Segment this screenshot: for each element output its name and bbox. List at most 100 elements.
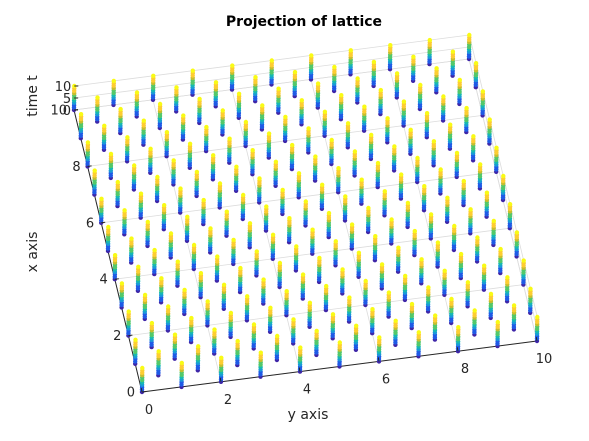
lattice-point — [345, 121, 351, 126]
lattice-point — [386, 290, 392, 295]
lattice-point — [221, 282, 227, 287]
y-tick-mark — [140, 387, 143, 393]
lattice-point — [287, 216, 292, 221]
lattice-point — [204, 124, 209, 130]
lattice-point — [238, 265, 243, 271]
lattice-point — [251, 322, 257, 327]
chart-title: Projection of lattice — [226, 14, 382, 30]
lattice-point — [269, 58, 274, 63]
lattice-point — [428, 212, 434, 217]
y-tick-label: 6 — [382, 372, 390, 387]
lattice-point — [231, 237, 236, 243]
lattice-point — [494, 145, 499, 150]
x-tick-mark — [101, 221, 106, 224]
lattice-point — [315, 81, 321, 86]
lattice-point — [228, 310, 234, 316]
lattice-point — [431, 139, 437, 144]
lattice-point — [401, 99, 407, 104]
lattice-point — [349, 222, 355, 227]
lattice-point — [189, 315, 194, 321]
lattice-point — [133, 337, 138, 342]
lattice-point — [422, 184, 427, 189]
lattice-point — [283, 114, 288, 120]
x-tick-mark — [114, 278, 119, 280]
lattice-point — [175, 259, 180, 264]
lattice-point — [211, 153, 216, 158]
lattice-point — [276, 86, 281, 91]
lattice-point — [277, 260, 283, 266]
lattice-point — [471, 134, 476, 139]
y-tick-mark — [298, 367, 301, 372]
lattice-point — [106, 224, 111, 230]
lattice-point — [235, 338, 240, 344]
lattice-point — [273, 159, 279, 164]
lattice-point — [480, 89, 486, 94]
lattice-point — [149, 320, 155, 326]
lattice-point — [359, 177, 364, 182]
lattice-point — [243, 119, 249, 125]
lattice-point — [416, 330, 421, 335]
lattice-point — [385, 116, 390, 121]
lattice-point — [405, 200, 411, 206]
lattice-point — [181, 113, 186, 118]
lattice-point — [220, 108, 225, 113]
lattice-point — [448, 122, 453, 127]
lattice-point — [306, 126, 311, 131]
lattice-point — [332, 64, 337, 70]
z-tick-label: 10 — [55, 80, 72, 95]
lattice-point — [241, 192, 246, 198]
lattice-point — [427, 37, 432, 43]
lattice-point — [78, 112, 84, 117]
x-tick-label: 6 — [86, 216, 94, 231]
lattice-point — [179, 360, 184, 366]
lattice-point — [507, 202, 513, 207]
lattice-point — [224, 209, 229, 214]
lattice-point — [270, 232, 276, 237]
lattice-point — [260, 103, 265, 108]
lattice-point — [348, 48, 353, 53]
lattice-point — [505, 275, 510, 280]
x-tick-mark — [87, 165, 92, 167]
y-tick-mark — [456, 347, 459, 352]
lattice-point — [292, 69, 298, 75]
lattice-point — [488, 291, 494, 297]
lattice-point — [330, 312, 336, 317]
lattice-point — [140, 365, 145, 371]
y-tick-label: 10 — [536, 352, 553, 367]
lattice-points — [71, 32, 540, 395]
lattice-point — [92, 168, 97, 173]
lattice-point — [458, 251, 464, 257]
lattice-point — [157, 101, 163, 107]
lattice-point — [377, 335, 382, 340]
lattice-point — [284, 289, 289, 294]
lattice-point — [254, 249, 259, 254]
y-tick-label: 2 — [224, 393, 232, 408]
x-ticks: 0 2 4 6 8 10 — [50, 104, 147, 401]
lattice-point — [393, 318, 398, 323]
lattice-point — [166, 304, 171, 309]
lattice-point — [264, 204, 269, 209]
lattice-point — [213, 80, 219, 85]
lattice-point — [191, 242, 197, 248]
lattice-point — [434, 66, 439, 71]
lattice-point — [172, 332, 178, 337]
lattice-point — [449, 296, 454, 302]
lattice-point — [362, 104, 367, 109]
lattice-point — [333, 239, 338, 244]
lattice-point — [155, 174, 160, 180]
lattice-point — [343, 194, 348, 199]
lattice-point — [294, 244, 299, 249]
lattice-point — [194, 169, 200, 175]
y-tick-label: 8 — [461, 362, 469, 377]
lattice-point — [212, 327, 217, 332]
lattice-point — [219, 355, 224, 360]
lattice-point — [339, 93, 344, 98]
lattice-point — [197, 96, 202, 102]
lattice-point — [145, 219, 150, 225]
lattice-point — [253, 75, 258, 80]
lattice-point — [134, 90, 140, 95]
lattice-point — [132, 163, 137, 168]
lattice-point — [394, 71, 400, 76]
